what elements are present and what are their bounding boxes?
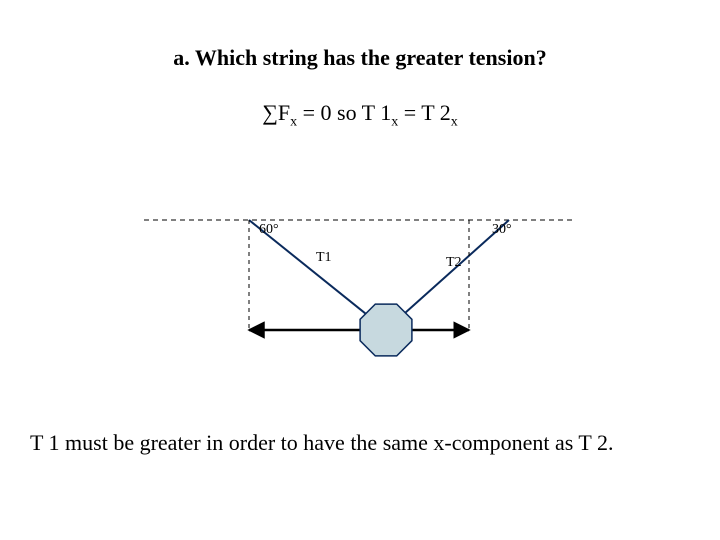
conclusion-text: T 1 must be greater in order to have the… bbox=[30, 430, 690, 456]
eq-prefix: ∑F bbox=[262, 100, 290, 125]
equation: ∑Fx = 0 so T 1x = T 2x bbox=[0, 100, 720, 130]
t2-label: T2 bbox=[446, 255, 462, 271]
eq-mid1: = 0 so T 1 bbox=[297, 100, 391, 125]
tension-diagram: 60° 30° T1 T2 bbox=[144, 200, 576, 360]
eq-sub3: x bbox=[451, 114, 458, 129]
angle-right-label: 30° bbox=[492, 222, 512, 238]
t1-label: T1 bbox=[316, 250, 332, 266]
eq-mid2: = T 2 bbox=[398, 100, 451, 125]
question-title: a. Which string has the greater tension? bbox=[0, 45, 720, 71]
angle-left-label: 60° bbox=[259, 222, 279, 238]
